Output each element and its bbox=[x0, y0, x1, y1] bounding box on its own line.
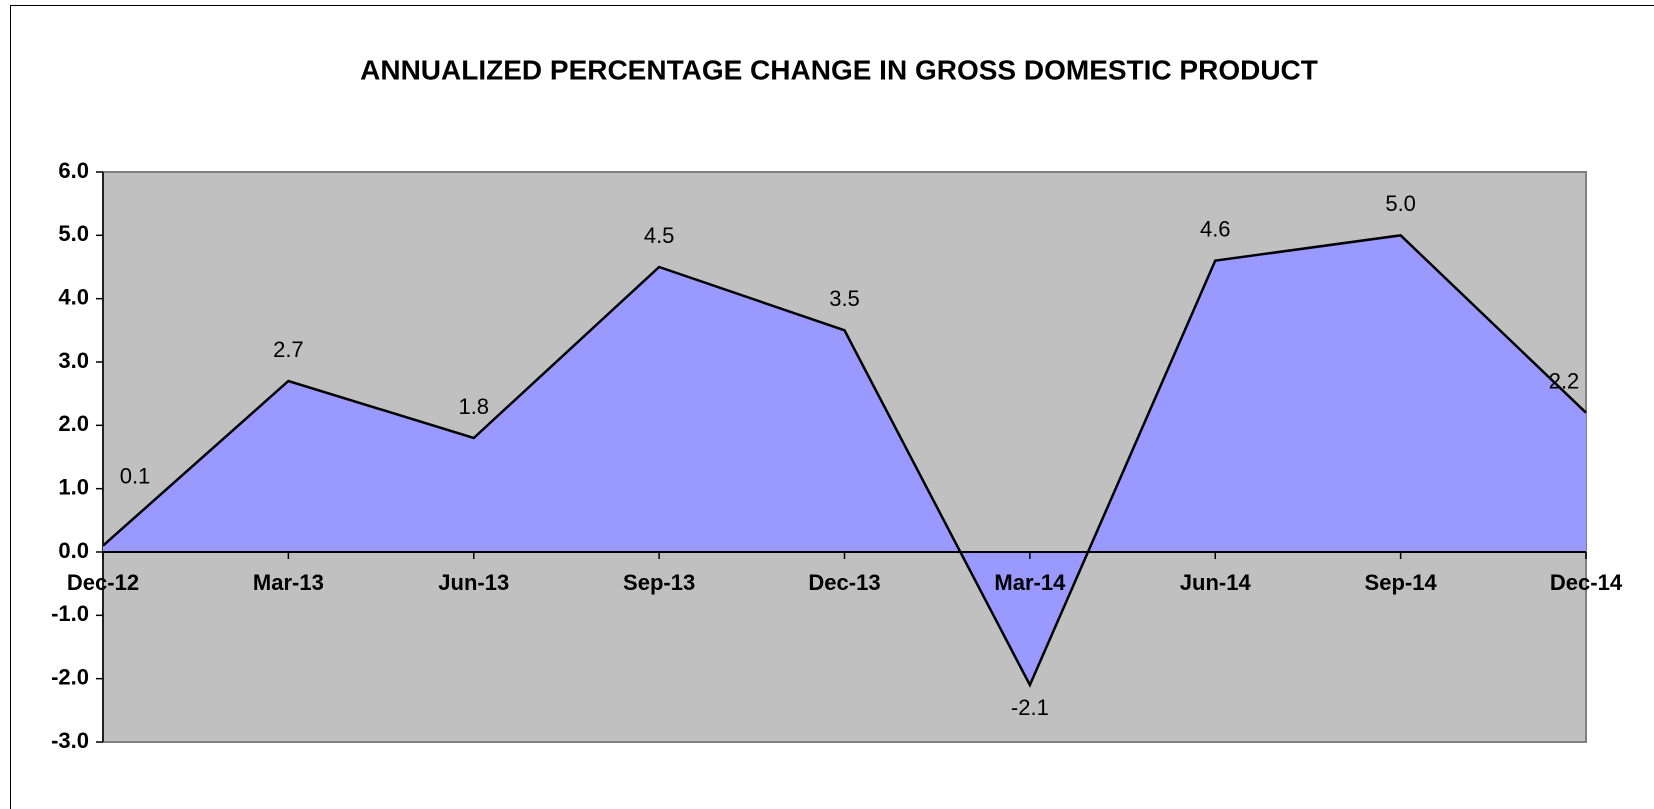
x-tick-label: Dec-13 bbox=[808, 570, 880, 595]
y-tick-label: 0.0 bbox=[58, 538, 89, 563]
y-tick-label: 1.0 bbox=[58, 474, 89, 499]
y-tick-label: 2.0 bbox=[58, 411, 89, 436]
y-tick-label: 3.0 bbox=[58, 348, 89, 373]
x-tick-label: Dec-14 bbox=[1550, 570, 1623, 595]
y-tick-label: -1.0 bbox=[51, 601, 89, 626]
y-tick-label: -3.0 bbox=[51, 728, 89, 753]
x-tick-label: Mar-13 bbox=[253, 570, 324, 595]
data-label: 3.5 bbox=[829, 286, 860, 311]
x-tick-label: Jun-13 bbox=[438, 570, 509, 595]
data-label: -2.1 bbox=[1011, 695, 1049, 720]
y-tick-label: 5.0 bbox=[58, 221, 89, 246]
x-tick-label: Dec-12 bbox=[67, 570, 139, 595]
x-tick-label: Sep-13 bbox=[623, 570, 695, 595]
y-tick-label: 4.0 bbox=[58, 284, 89, 309]
data-label: 2.2 bbox=[1549, 368, 1580, 393]
data-label: 2.7 bbox=[273, 337, 304, 362]
data-label: 5.0 bbox=[1385, 191, 1416, 216]
area-fill bbox=[103, 235, 1586, 686]
y-tick-label: 6.0 bbox=[58, 158, 89, 183]
x-tick-label: Sep-14 bbox=[1365, 570, 1438, 595]
x-tick-label: Jun-14 bbox=[1180, 570, 1252, 595]
area-line bbox=[102, 234, 1587, 688]
data-label: 0.1 bbox=[120, 463, 151, 488]
chart-title: ANNUALIZED PERCENTAGE CHANGE IN GROSS DO… bbox=[360, 54, 1318, 85]
data-label: 4.6 bbox=[1200, 216, 1231, 241]
data-label: 4.5 bbox=[644, 223, 675, 248]
y-tick-label: -2.0 bbox=[51, 664, 89, 689]
data-label: 1.8 bbox=[458, 394, 489, 419]
x-tick-label: Mar-14 bbox=[994, 570, 1066, 595]
